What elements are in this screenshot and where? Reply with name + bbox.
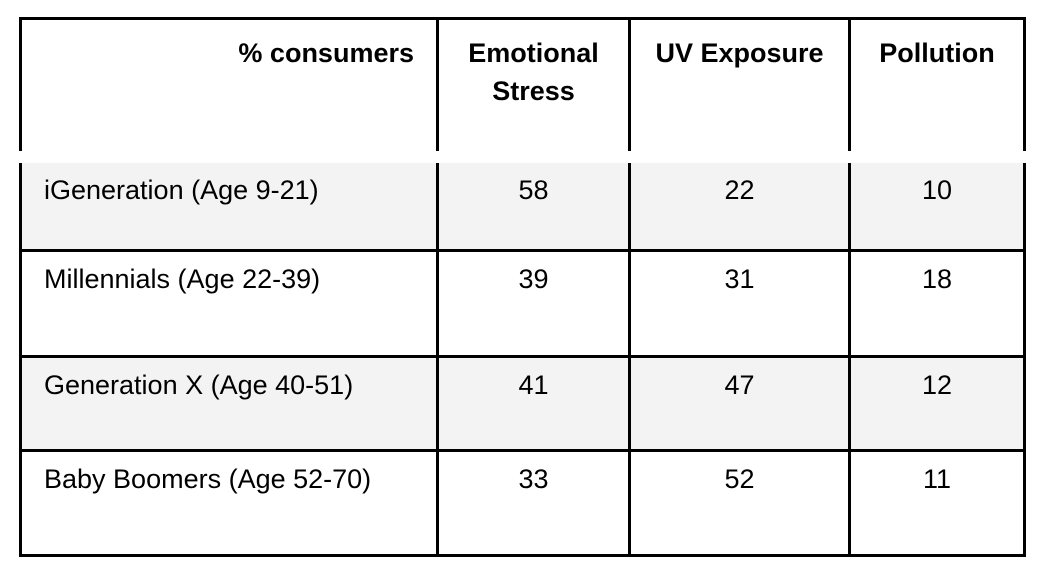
cell-uv-exposure: 47 xyxy=(628,355,850,451)
cell-pollution: 18 xyxy=(848,248,1025,357)
row-label: Millennials (Age 22-39) xyxy=(20,248,438,357)
cell-emotional-stress: 33 xyxy=(436,448,630,556)
row-label: iGeneration (Age 9-21) xyxy=(20,156,438,251)
cell-uv-exposure: 52 xyxy=(628,448,850,556)
consumers-table: % consumers Emotional Stress UV Exposure… xyxy=(19,17,1026,557)
row-label: Baby Boomers (Age 52-70) xyxy=(20,448,438,556)
table-row: Generation X (Age 40-51) 41 47 12 xyxy=(20,355,1025,451)
table-row: iGeneration (Age 9-21) 58 22 10 xyxy=(20,156,1025,251)
row-label: Generation X (Age 40-51) xyxy=(20,355,438,451)
table-row: Baby Boomers (Age 52-70) 33 52 11 xyxy=(20,448,1025,556)
cell-pollution: 10 xyxy=(848,156,1025,251)
cell-emotional-stress: 39 xyxy=(436,248,630,357)
header-uv-exposure: UV Exposure xyxy=(628,18,850,163)
header-pollution: Pollution xyxy=(848,18,1025,163)
cell-emotional-stress: 41 xyxy=(436,355,630,451)
cell-pollution: 12 xyxy=(848,355,1025,451)
header-row: % consumers Emotional Stress UV Exposure… xyxy=(20,18,1025,163)
cell-emotional-stress: 58 xyxy=(436,156,630,251)
cell-uv-exposure: 22 xyxy=(628,156,850,251)
header-emotional-stress: Emotional Stress xyxy=(436,18,630,163)
cell-pollution: 11 xyxy=(848,448,1025,556)
table-row: Millennials (Age 22-39) 39 31 18 xyxy=(20,248,1025,357)
header-corner-label: % consumers xyxy=(20,18,438,163)
cell-uv-exposure: 31 xyxy=(628,248,850,357)
